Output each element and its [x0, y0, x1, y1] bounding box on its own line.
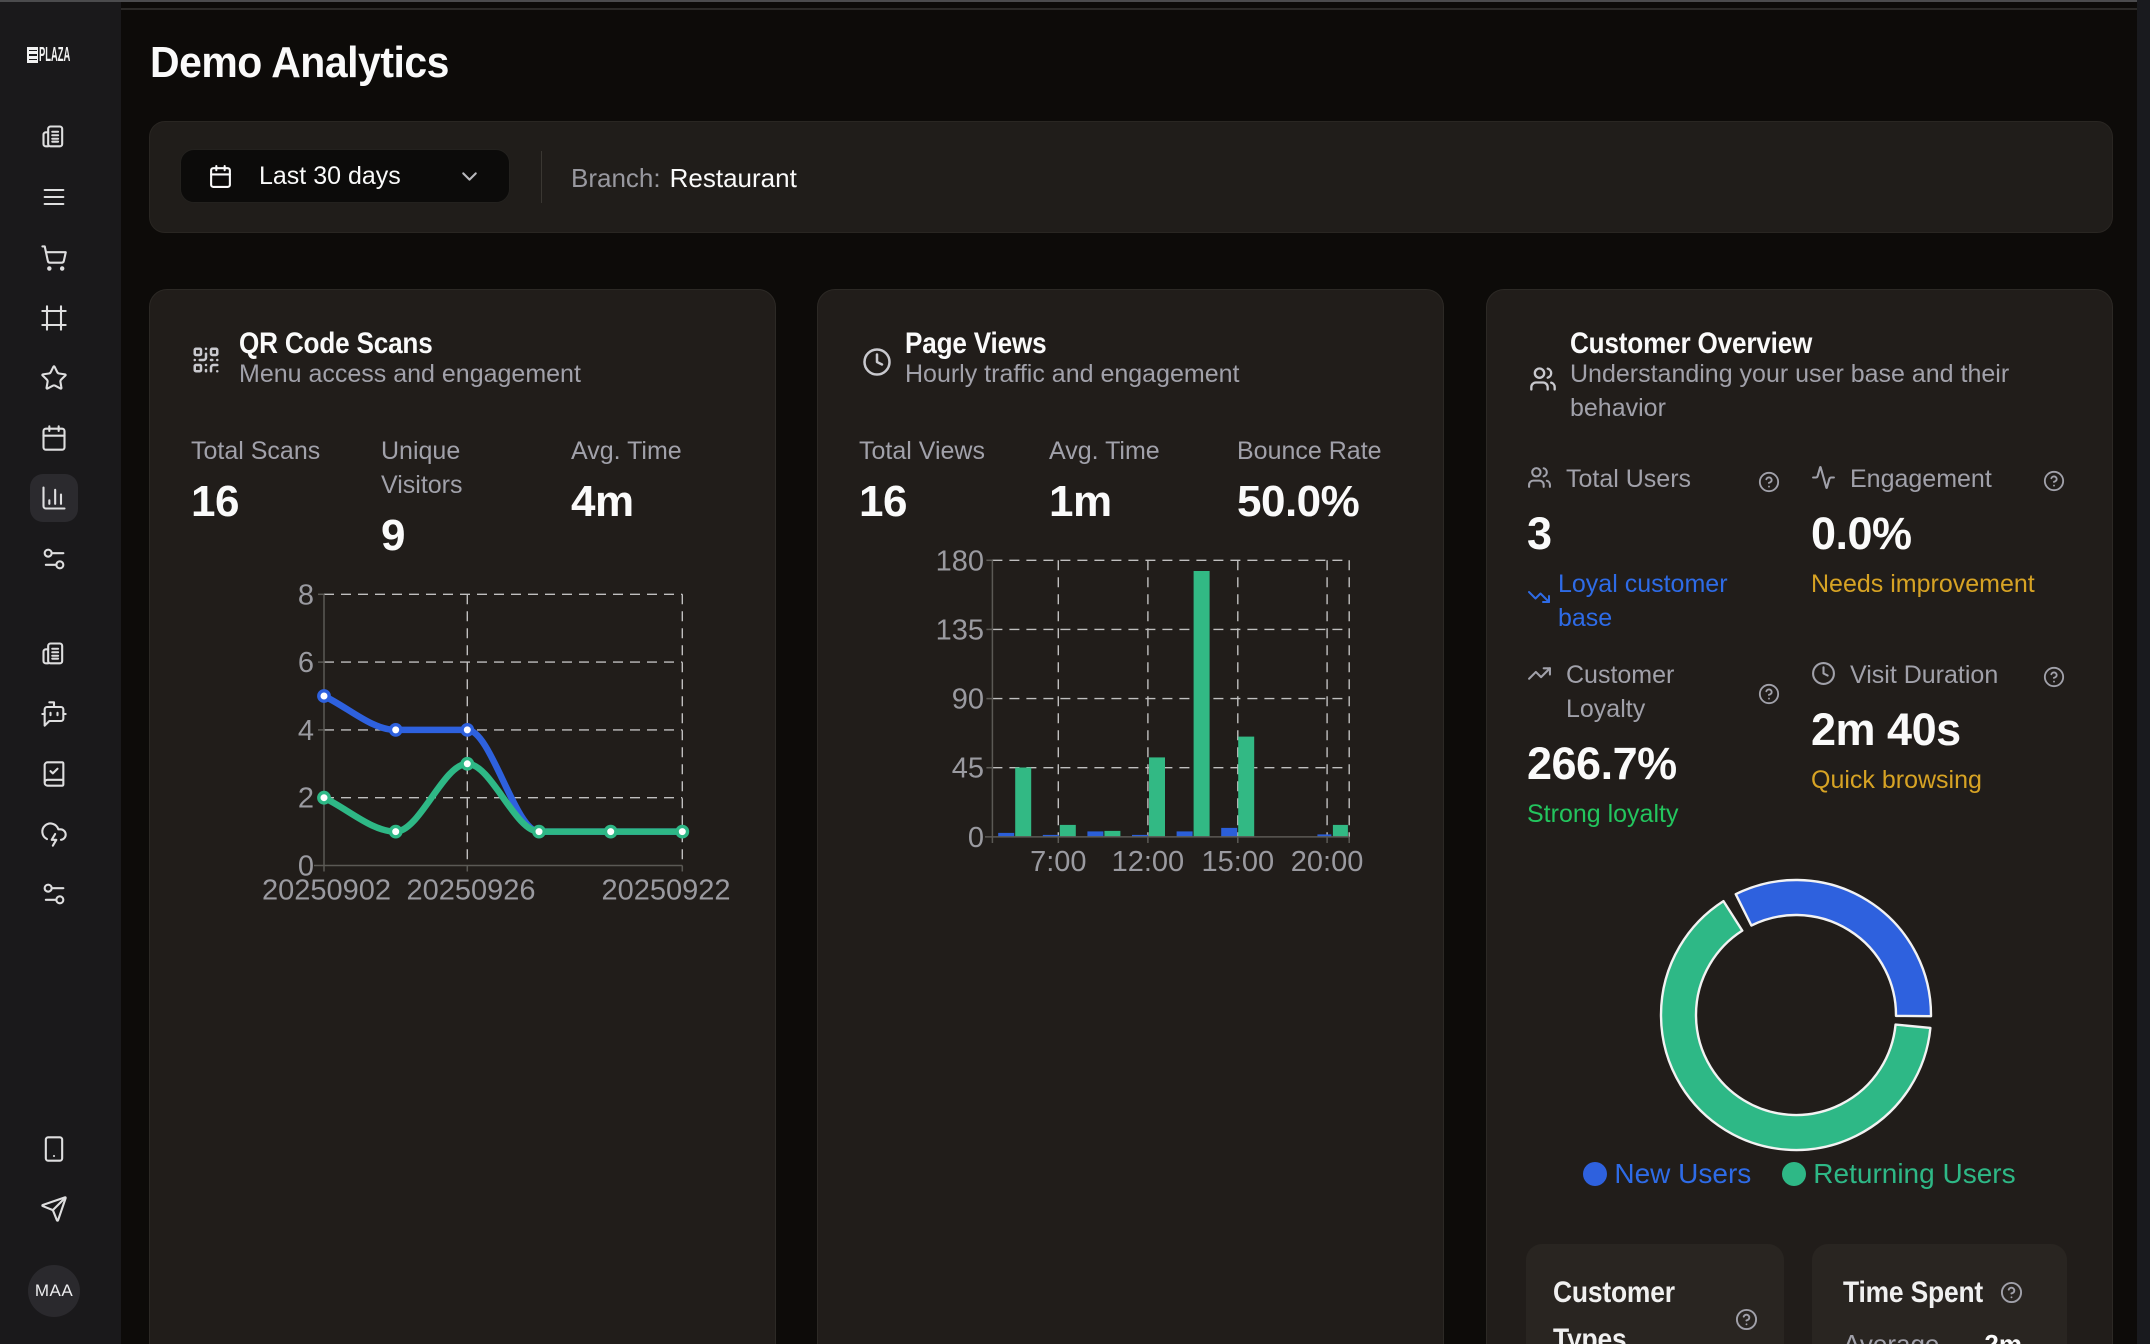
svg-text:15:00: 15:00	[1202, 846, 1275, 878]
svg-text:20250922: 20250922	[601, 875, 730, 907]
svg-text:20250926: 20250926	[406, 875, 535, 907]
svg-text:0: 0	[298, 851, 314, 883]
svg-text:8: 8	[298, 580, 314, 611]
svg-text:135: 135	[936, 614, 984, 646]
svg-text:7:00: 7:00	[1030, 846, 1086, 878]
svg-text:90: 90	[952, 684, 984, 716]
svg-text:20:00: 20:00	[1291, 846, 1364, 878]
svg-text:6: 6	[298, 647, 314, 679]
svg-text:4: 4	[298, 715, 314, 747]
svg-text:2: 2	[298, 783, 314, 815]
svg-text:20250902: 20250902	[262, 875, 391, 907]
svg-text:0: 0	[968, 822, 984, 854]
svg-text:180: 180	[936, 545, 984, 577]
svg-text:12:00: 12:00	[1112, 846, 1185, 878]
svg-text:45: 45	[952, 753, 984, 785]
